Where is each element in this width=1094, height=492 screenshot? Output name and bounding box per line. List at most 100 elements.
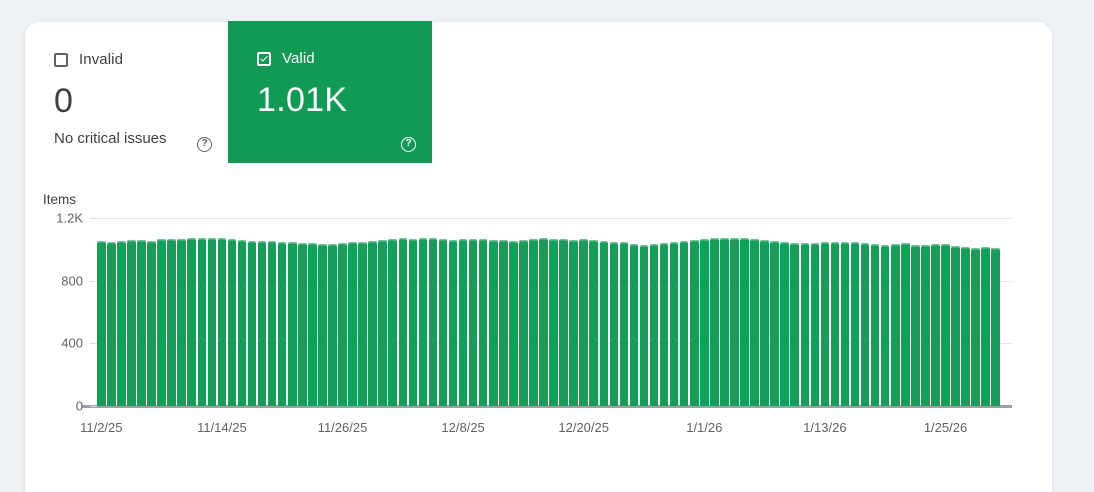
bar[interactable] (499, 240, 508, 406)
bar[interactable] (579, 239, 588, 406)
bar[interactable] (127, 239, 136, 406)
bar[interactable] (157, 239, 166, 406)
bar[interactable] (187, 238, 197, 406)
help-icon[interactable]: ? (401, 137, 416, 152)
bar[interactable] (488, 239, 498, 406)
bar[interactable] (539, 238, 548, 406)
bar[interactable] (700, 238, 709, 406)
bar[interactable] (478, 239, 488, 406)
valid-checkbox-row[interactable]: Valid (257, 50, 432, 67)
bar[interactable] (137, 239, 146, 406)
bar[interactable] (308, 243, 317, 406)
invalid-card[interactable]: Invalid 0 No critical issues ? (25, 22, 228, 163)
bar[interactable] (287, 242, 297, 406)
bar[interactable] (358, 241, 367, 406)
bar[interactable] (860, 243, 870, 406)
bar[interactable] (348, 242, 357, 406)
bar[interactable] (197, 237, 207, 406)
bar[interactable] (398, 238, 408, 406)
bar[interactable] (147, 240, 156, 406)
valid-checkbox[interactable] (257, 51, 271, 66)
bar[interactable] (810, 242, 820, 406)
bar[interactable] (207, 238, 217, 406)
bar[interactable] (107, 241, 116, 406)
bar[interactable] (720, 237, 729, 406)
bar[interactable] (438, 239, 448, 406)
bar[interactable] (458, 239, 468, 406)
bar[interactable] (328, 243, 337, 406)
bar[interactable] (880, 244, 890, 406)
bar[interactable] (247, 240, 257, 406)
bar[interactable] (97, 240, 106, 406)
bar[interactable] (890, 243, 900, 406)
valid-card[interactable]: Valid 1.01K ? (228, 21, 432, 163)
bar[interactable] (368, 240, 377, 406)
bar[interactable] (117, 241, 126, 406)
bar[interactable] (177, 239, 186, 406)
bar[interactable] (519, 239, 528, 406)
bar[interactable] (298, 243, 307, 406)
bar[interactable] (569, 239, 578, 406)
bar[interactable] (800, 243, 810, 406)
bar[interactable] (468, 238, 478, 406)
bar[interactable] (951, 245, 960, 406)
bar[interactable] (679, 240, 689, 406)
bar[interactable] (267, 240, 277, 406)
bar[interactable] (418, 237, 428, 406)
bar[interactable] (770, 241, 779, 406)
invalid-checkbox[interactable] (54, 52, 68, 67)
bar[interactable] (589, 239, 599, 406)
bar[interactable] (318, 244, 327, 406)
bar[interactable] (830, 241, 840, 406)
bar[interactable] (217, 237, 227, 406)
bar[interactable] (790, 242, 800, 406)
bar[interactable] (971, 248, 980, 406)
bar[interactable] (760, 240, 769, 406)
bar[interactable] (931, 244, 940, 406)
bar[interactable] (689, 239, 699, 406)
bar[interactable] (669, 241, 679, 406)
bar[interactable] (609, 241, 619, 406)
bar[interactable] (388, 239, 398, 406)
bar[interactable] (338, 243, 347, 406)
bar[interactable] (408, 238, 418, 406)
y-axis-tick-mark (90, 280, 97, 282)
bar[interactable] (428, 238, 438, 406)
bar[interactable] (599, 240, 609, 406)
bar[interactable] (911, 244, 920, 406)
bar[interactable] (941, 243, 950, 406)
bar[interactable] (378, 239, 387, 406)
bar[interactable] (448, 239, 458, 406)
bar[interactable] (901, 243, 910, 406)
bar[interactable] (639, 244, 649, 406)
bar[interactable] (277, 241, 287, 406)
bar[interactable] (509, 240, 518, 406)
bar[interactable] (549, 239, 558, 406)
bar[interactable] (730, 237, 739, 406)
bar[interactable] (740, 238, 749, 406)
bar[interactable] (780, 241, 789, 406)
bar[interactable] (619, 242, 629, 406)
bar[interactable] (981, 247, 990, 406)
bar[interactable] (227, 238, 237, 406)
plot-area[interactable] (82, 218, 1012, 408)
bar[interactable] (167, 238, 176, 406)
bar[interactable] (840, 241, 850, 406)
bar[interactable] (237, 239, 247, 406)
bar[interactable] (870, 244, 880, 406)
bar[interactable] (629, 243, 639, 406)
bar[interactable] (710, 238, 719, 406)
bar[interactable] (850, 242, 860, 406)
bar[interactable] (649, 244, 659, 406)
bar[interactable] (961, 246, 970, 406)
help-icon[interactable]: ? (197, 137, 212, 152)
invalid-checkbox-row[interactable]: Invalid (54, 51, 228, 68)
bar[interactable] (257, 241, 267, 406)
bar[interactable] (529, 239, 538, 406)
bar[interactable] (659, 243, 669, 406)
bar[interactable] (750, 239, 759, 406)
bar[interactable] (559, 238, 568, 406)
bar[interactable] (991, 247, 1001, 406)
bar[interactable] (921, 245, 930, 406)
bar[interactable] (820, 242, 830, 406)
